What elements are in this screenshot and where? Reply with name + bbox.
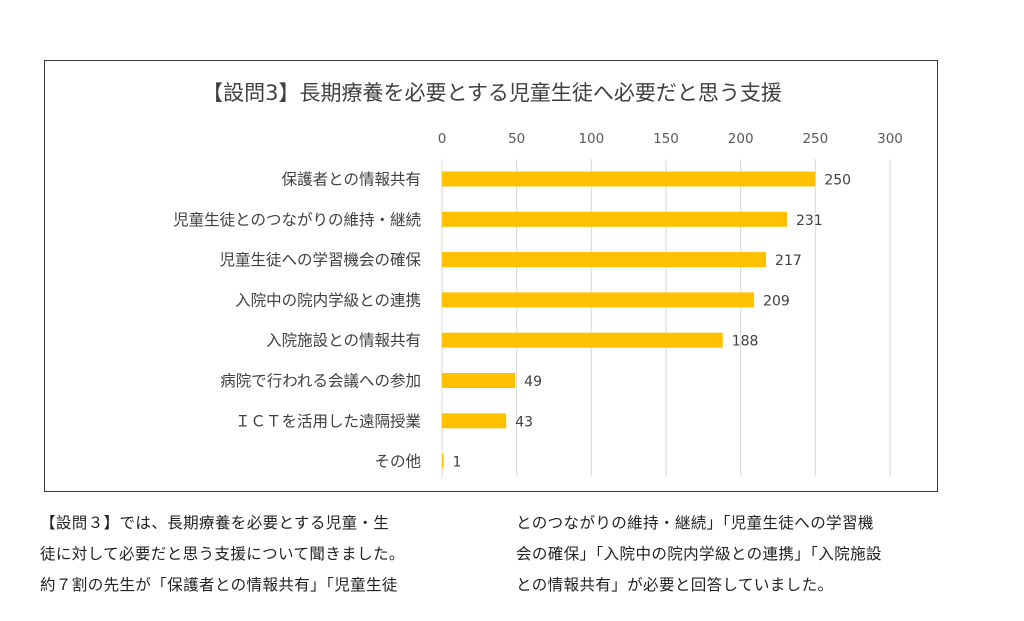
category-label: 入院中の院内学級との連携	[235, 290, 421, 309]
data-label: 49	[524, 374, 542, 390]
category-label: 入院施設との情報共有	[266, 331, 421, 350]
bar	[442, 332, 723, 348]
bar-chart: 【設問3】長期療養を必要とする児童生徒へ必要だと思う支援 0 50 100 150 20…	[173, 81, 903, 476]
data-label: 250	[824, 173, 851, 189]
caption-right-column: とのつながりの維持・継続」「児童生徒への学習機 会の確保」「入院中の院内学級との…	[516, 508, 882, 601]
category-label: その他	[374, 453, 421, 471]
x-tick-label: 0	[438, 131, 447, 147]
caption-line: 【設問３】では、長期療養を必要とする児童・生	[40, 514, 390, 532]
bar	[442, 373, 516, 388]
bar	[442, 211, 787, 227]
x-tick-label: 250	[802, 131, 828, 147]
caption-left-column: 【設問３】では、長期療養を必要とする児童・生 徒に対して必要だと思う支援について…	[40, 508, 405, 601]
bar	[442, 252, 767, 268]
chart-title: 【設問3】長期療養を必要とする児童生徒へ必要だと思う支援	[202, 81, 782, 105]
category-label: 児童生徒とのつながりの維持・継続	[173, 210, 421, 229]
data-label: 188	[732, 334, 759, 350]
data-label: 231	[796, 213, 823, 229]
category-label: 児童生徒への学習機会の確保	[219, 250, 421, 269]
category-label: 病院で行われる会議への参加	[220, 371, 421, 390]
category-label: 保護者との情報共有	[282, 171, 421, 189]
data-label: 217	[775, 253, 802, 269]
data-label: 43	[515, 414, 533, 430]
bar	[442, 453, 444, 469]
chart-frame: 【設問3】長期療養を必要とする児童生徒へ必要だと思う支援 0 50 100 150 20…	[44, 60, 938, 492]
data-label: 209	[763, 293, 790, 309]
x-tick-label: 200	[728, 131, 754, 147]
caption-line: とのつながりの維持・継続」「児童生徒への学習機	[516, 514, 874, 532]
bar	[442, 413, 507, 429]
bar	[442, 171, 816, 187]
caption-line: との情報共有」が必要と回答していました。	[516, 576, 834, 594]
bar	[442, 292, 755, 308]
bars	[442, 171, 816, 469]
x-tick-label: 300	[877, 131, 903, 147]
category-labels: 保護者との情報共有児童生徒とのつながりの維持・継続児童生徒への学習機会の確保入院…	[173, 171, 421, 471]
category-label: ＩＣＴを活用した遠隔授業	[235, 412, 421, 430]
x-tick-label: 50	[508, 131, 525, 147]
x-axis-ticks: 0 50 100 150 200 250 300	[438, 131, 903, 147]
gridlines	[441, 159, 891, 476]
x-tick-label: 100	[578, 131, 604, 147]
caption-line: 会の確保」「入院中の院内学級との連携」「入院施設	[516, 545, 882, 563]
x-tick-label: 150	[653, 131, 679, 147]
caption-line: 徒に対して必要だと思う支援について聞きました。	[40, 545, 405, 563]
caption-line: 約７割の先生が「保護者との情報共有」「児童生徒	[40, 576, 398, 594]
data-labels: 250 231 217 209 188 49 43 1	[453, 173, 852, 471]
data-label: 1	[453, 455, 462, 471]
